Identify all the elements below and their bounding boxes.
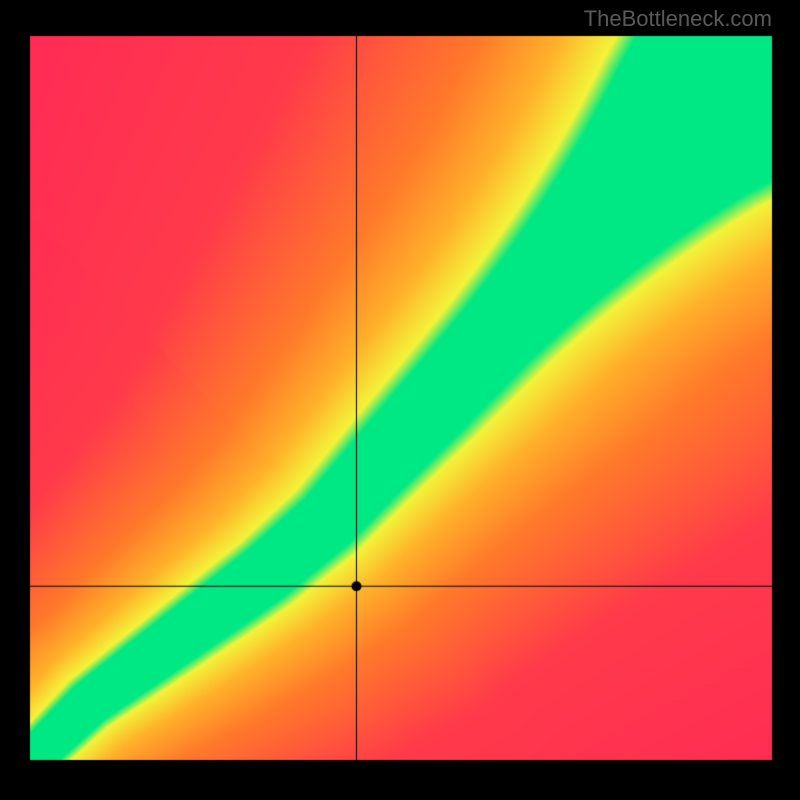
- watermark-text: TheBottleneck.com: [584, 6, 772, 32]
- bottleneck-heatmap: [0, 0, 800, 800]
- chart-container: TheBottleneck.com: [0, 0, 800, 800]
